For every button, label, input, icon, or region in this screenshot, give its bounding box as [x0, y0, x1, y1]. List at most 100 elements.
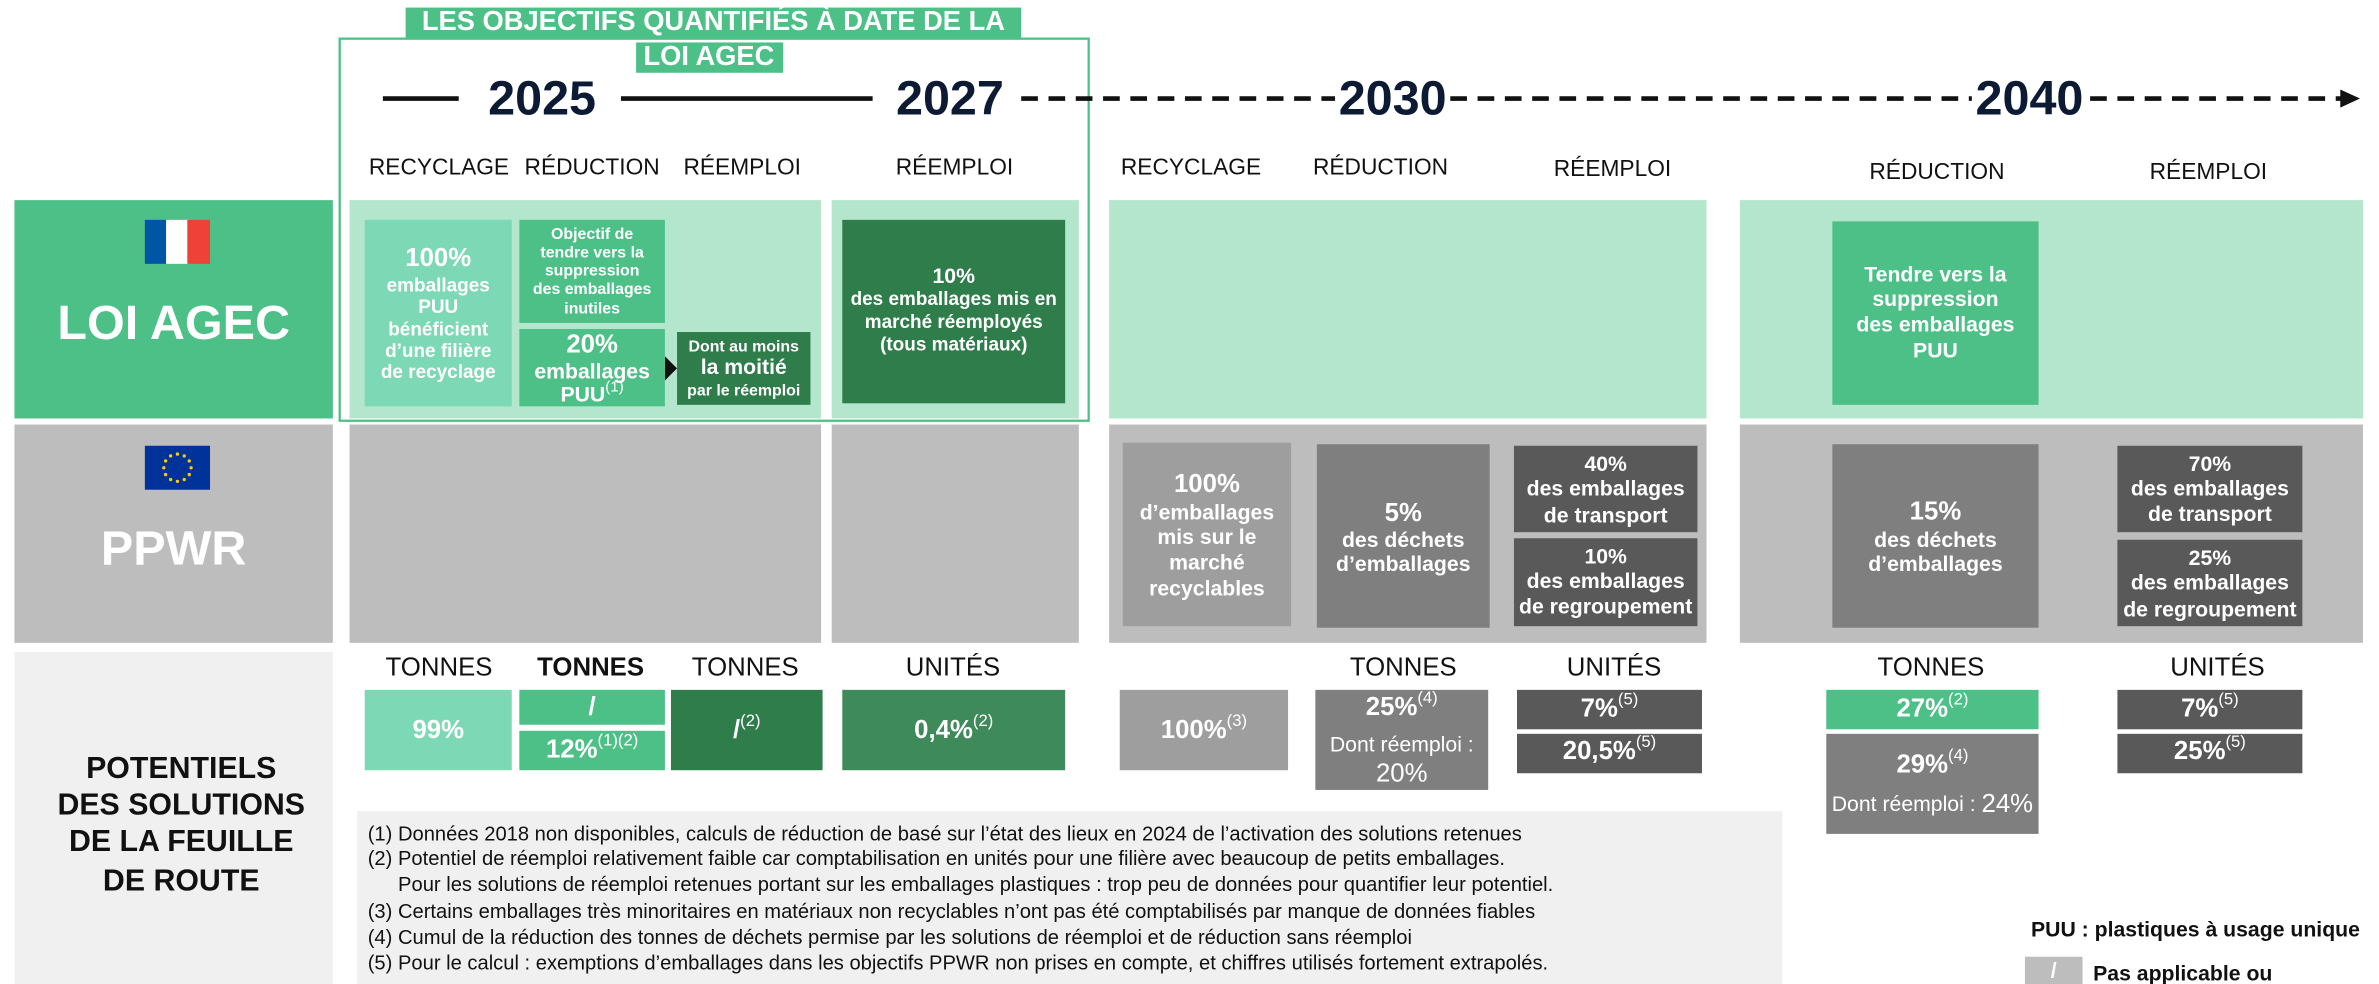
target-box	[519, 219, 665, 323]
potential-value: 100%(3)	[1161, 711, 1247, 744]
potential-box	[670, 689, 823, 771]
legend-text: PUU : plastiques à usage unique	[2031, 919, 2360, 942]
potential-value: /	[589, 693, 596, 721]
footnote: (3) Certains emballages très minoritaire…	[368, 901, 1535, 923]
year: 2027	[896, 71, 1004, 125]
column-header: RÉDUCTION	[1313, 153, 1448, 179]
flag-star	[168, 454, 173, 458]
text-part: 27%	[1896, 694, 1948, 722]
box-text: de transport	[1544, 505, 1668, 528]
title-highlight	[636, 42, 784, 73]
box-text: des emballages	[2131, 571, 2289, 594]
box-text: (tous matériaux)	[880, 335, 1027, 356]
unit-label: UNITÉS	[1567, 652, 1661, 681]
text-part: 7%	[1581, 694, 1618, 722]
column-header: RÉEMPLOI	[896, 153, 1013, 179]
flag-star	[182, 454, 186, 458]
potential-value: 25%(5)	[2174, 732, 2246, 765]
target-box	[519, 329, 665, 407]
flag-stripe	[187, 219, 211, 264]
box-text: suppression	[1872, 288, 1998, 311]
column-header: RECYCLAGE	[1121, 153, 1261, 179]
column-header: RÉEMPLOI	[683, 153, 800, 179]
year: 2025	[488, 71, 596, 125]
flag-star	[163, 472, 168, 477]
year: 2030	[1339, 71, 1447, 125]
title-highlight	[405, 7, 1022, 38]
potential-box	[519, 689, 665, 725]
text-part: 12%	[546, 735, 598, 763]
potential-value: 27%(2)	[1896, 689, 1968, 722]
target-box	[1832, 444, 2039, 628]
legend-swatch	[2024, 956, 2083, 984]
panel	[1109, 200, 1707, 419]
target-box	[1832, 221, 2039, 405]
footnote: (4) Cumul de la réduction des tonnes de …	[368, 927, 1412, 949]
text-part: 25%	[1366, 693, 1418, 721]
box-text: de recyclage	[381, 362, 496, 383]
unit-label: UNITÉS	[2170, 652, 2264, 681]
box-text: PUU(1)	[560, 378, 623, 406]
box-text: d’une filière	[385, 341, 491, 362]
flag-star	[175, 452, 180, 456]
superscript: (4)	[1417, 688, 1437, 707]
text-part: 25%	[2174, 737, 2226, 765]
potential-detail: Dont réemploi :	[1330, 734, 1474, 757]
potential-detail: 20%	[1376, 760, 1428, 788]
potential-value: 99%	[412, 716, 464, 744]
legend-symbol: /	[2051, 959, 2057, 982]
text-part: 7%	[2181, 694, 2218, 722]
box-text: des déchets	[1342, 529, 1465, 552]
column-header: RECYCLAGE	[369, 153, 509, 179]
potential-box	[1516, 689, 1702, 730]
box-text: des déchets	[1874, 529, 1997, 552]
potential-box	[1119, 689, 1289, 771]
box-text: des emballages	[533, 281, 652, 298]
timeline-arrow	[2340, 89, 2360, 108]
text-part: 100%	[1161, 716, 1227, 744]
legend-text: Pas applicable ou	[2093, 963, 2272, 984]
flag-star	[163, 459, 168, 463]
box-text: Objectif de	[551, 226, 633, 243]
potential-value: 7%(5)	[1581, 689, 1639, 722]
flag-star	[187, 472, 191, 477]
box-text: 25%	[2189, 547, 2232, 570]
potential-box	[2117, 733, 2303, 774]
box-text: par le réemploi	[687, 382, 800, 399]
target-box	[1316, 444, 1490, 628]
superscript: (2)	[1948, 689, 1968, 708]
text-part: /	[589, 693, 596, 721]
potential-value: 7%(5)	[2181, 689, 2239, 722]
potential-box	[1826, 733, 2039, 834]
potential-box	[1516, 733, 1702, 774]
box-pointer	[664, 356, 678, 381]
footnote: (2) Potentiel de réemploi relativement f…	[368, 848, 1505, 870]
box-text: emballages	[387, 276, 490, 297]
target-box	[2117, 445, 2303, 533]
potential-box	[364, 689, 512, 771]
footnote: Pour les solutions de réemploi retenues …	[398, 874, 1553, 896]
box-text: tendre vers la	[540, 244, 644, 261]
box-text: 100%	[405, 244, 471, 272]
year: 2040	[1976, 71, 2084, 125]
french-flag	[144, 219, 211, 264]
unit-label: UNITÉS	[906, 652, 1000, 681]
text-part: 29%	[1896, 750, 1948, 778]
panel	[831, 424, 1079, 643]
potential-value: 0,4%(2)	[914, 711, 993, 744]
box-text: Dont au moins	[689, 338, 800, 355]
row-label: LOI AGEC	[57, 296, 290, 350]
flag-star	[162, 466, 166, 470]
flag-star	[187, 459, 191, 463]
superscript: (5)	[1618, 689, 1638, 708]
box-text: emballages	[534, 361, 650, 384]
flag-stripe	[166, 219, 189, 264]
box-text: des emballages	[1856, 314, 2014, 337]
box-text: marché réemployés	[865, 312, 1043, 333]
title: LES OBJECTIFS QUANTIFIÉS À DATE DE LA	[422, 5, 1005, 36]
potential-value: 29%(4)	[1896, 746, 1968, 779]
column-header: RÉDUCTION	[525, 153, 660, 179]
flag-star	[168, 477, 173, 482]
superscript: (2)	[973, 711, 993, 730]
